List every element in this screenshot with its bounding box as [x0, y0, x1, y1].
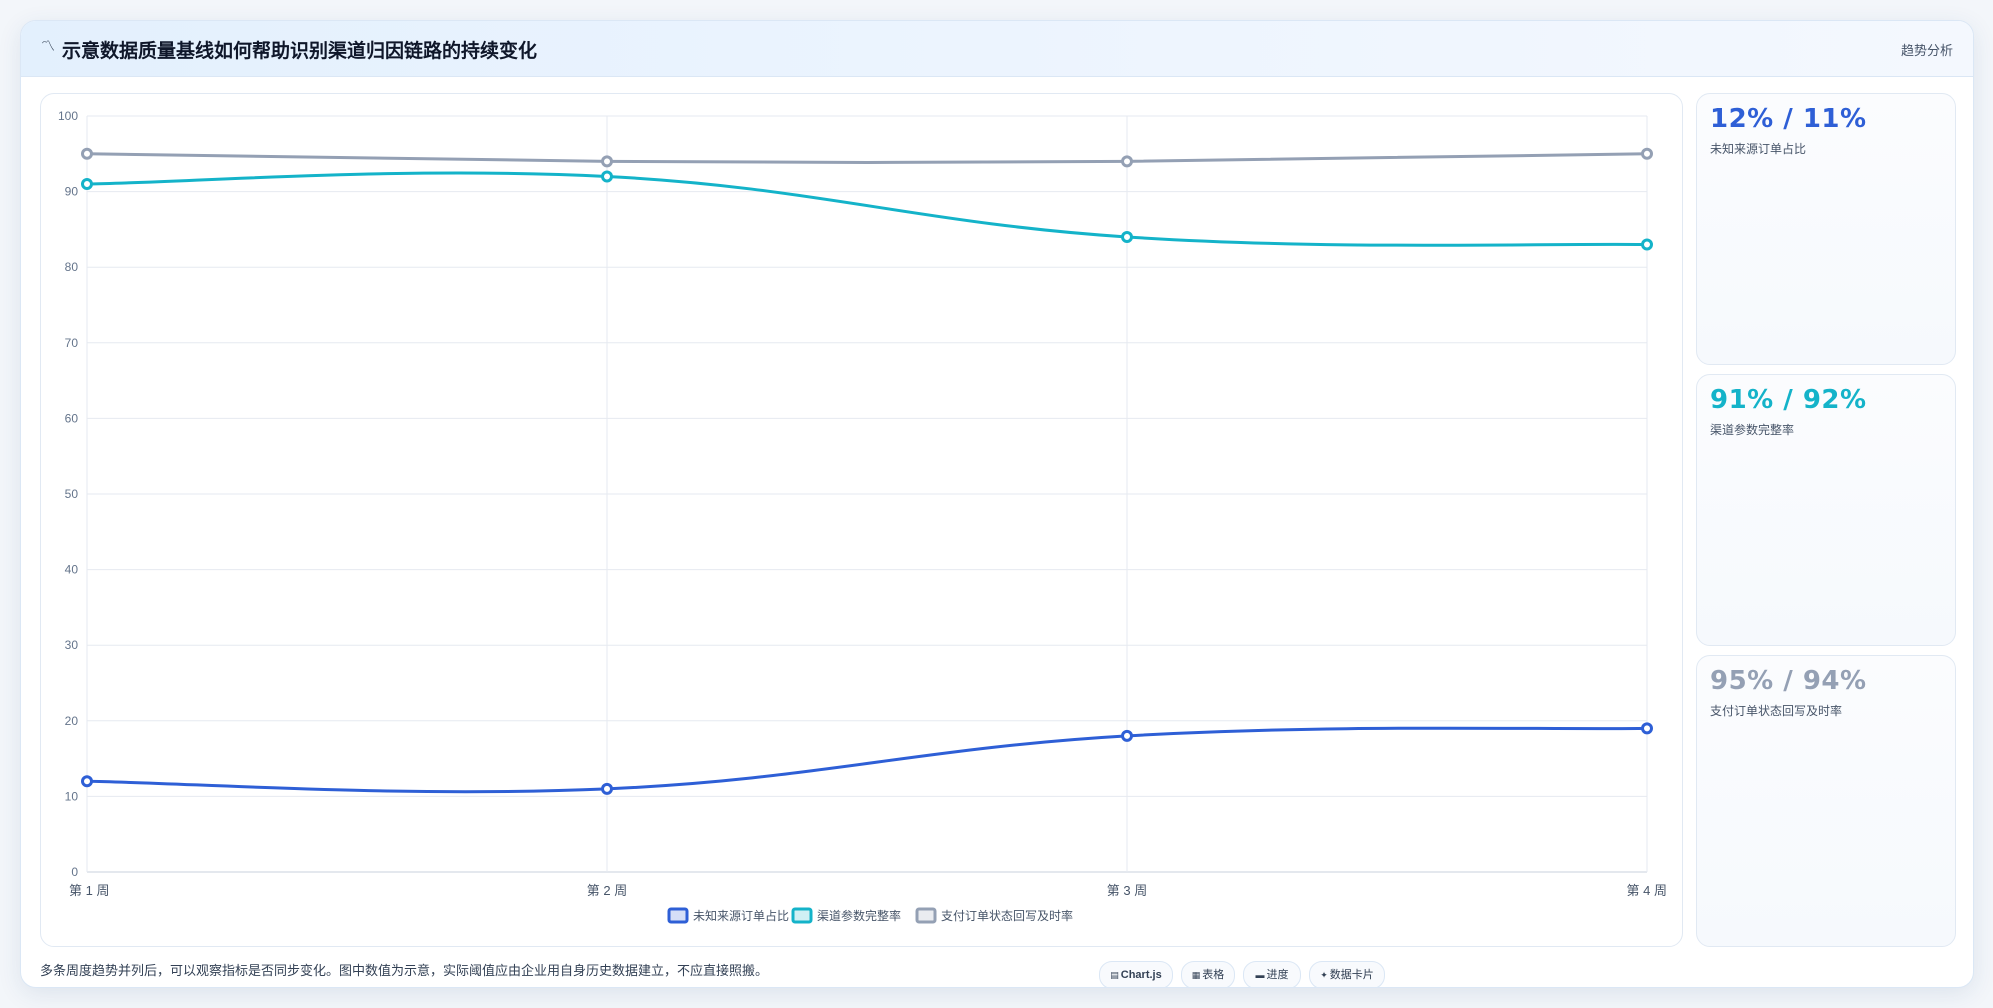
card-header: 〽 示意数据质量基线如何帮助识别渠道归因链路的持续变化 趋势分析 [21, 21, 1973, 77]
stat-value: 91% / 92% [1710, 385, 1867, 415]
data-point [601, 782, 613, 795]
y-tick-label: 20 [65, 714, 79, 728]
x-tick-label: 第 2 周 [587, 883, 627, 898]
legend-label: 支付订单状态回写及时率 [941, 908, 1073, 923]
y-tick-label: 0 [71, 865, 78, 879]
y-tick-label: 40 [65, 563, 79, 577]
chip-progress[interactable]: ▬ 进度 [1243, 961, 1301, 987]
stat-value: 95% / 94% [1710, 666, 1867, 696]
line-chart: 0 10 20 30 40 50 60 70 80 90 100 第 1 周 第 2 周 第 3 周 第 4… [58, 109, 1667, 924]
data-point [81, 775, 93, 788]
series-payment-writeback-line [86, 152, 1648, 164]
chip-data-card[interactable]: ✦ 数据卡片 [1309, 961, 1385, 987]
x-tick-label: 第 1 周 [69, 883, 109, 898]
stat-label: 未知来源订单占比 [1710, 142, 1807, 156]
data-point [1641, 238, 1653, 251]
y-tick-label: 60 [65, 411, 79, 425]
legend-swatch [791, 907, 813, 924]
x-tick-label: 第 4 周 [1627, 883, 1667, 898]
chart-icon: ▤ [1110, 970, 1119, 980]
stat-card-unknown-source: 12% / 11% 未知来源订单占比 [1696, 93, 1956, 365]
y-tick-label: 100 [58, 109, 78, 123]
chip-label: Chart.js [1120, 969, 1162, 981]
chip-chartjs[interactable]: ▤ Chart.js [1099, 961, 1173, 987]
data-point [1121, 729, 1133, 742]
y-tick-label: 30 [65, 638, 79, 652]
chip-label: 表格 [1202, 969, 1225, 981]
page-title: 示意数据质量基线如何帮助识别渠道归因链路的持续变化 [62, 41, 538, 62]
y-tick-label: 80 [65, 260, 79, 274]
trend-icon: 〽 [41, 38, 55, 54]
report-card: 〽 示意数据质量基线如何帮助识别渠道归因链路的持续变化 趋势分析 0 10 20 30… [20, 20, 1974, 988]
data-point [1121, 230, 1133, 243]
stat-label: 支付订单状态回写及时率 [1710, 704, 1843, 718]
category-tag: 趋势分析 [1900, 43, 1953, 58]
series-param-completeness-line [86, 171, 1648, 247]
y-tick-label: 10 [65, 789, 79, 803]
y-tick-label: 70 [65, 336, 79, 350]
table-icon: ▦ [1191, 970, 1201, 980]
stat-label: 渠道参数完整率 [1710, 423, 1795, 437]
data-point [81, 178, 93, 191]
chart-panel: 0 10 20 30 40 50 60 70 80 90 100 第 1 周 第 2 周 第 3 周 第 4… [40, 93, 1683, 947]
stat-card-param-completeness: 91% / 92% 渠道参数完整率 [1696, 374, 1956, 646]
y-tick-label: 90 [65, 185, 79, 199]
data-point [81, 147, 93, 160]
chip-label: 数据卡片 [1329, 969, 1374, 981]
stat-card-payment-writeback: 95% / 94% 支付订单状态回写及时率 [1696, 655, 1956, 947]
legend-swatch [915, 907, 937, 924]
data-point [1121, 155, 1133, 168]
legend-label: 渠道参数完整率 [817, 908, 901, 923]
footer-note: 多条周度趋势并列后，可以观察指标是否同步变化。图中数值为示意，实际阈值应由企业用… [40, 963, 769, 978]
series-unknown-source-line [86, 726, 1648, 794]
chip-label: 进度 [1266, 969, 1289, 981]
stat-value: 12% / 11% [1710, 104, 1867, 134]
x-tick-label: 第 3 周 [1107, 883, 1147, 898]
data-card-icon: ✦ [1320, 970, 1328, 980]
progress-icon: ▬ [1255, 970, 1265, 980]
legend-label: 未知来源订单占比 [693, 908, 789, 923]
data-point [1641, 722, 1653, 735]
chip-table[interactable]: ▦ 表格 [1181, 961, 1235, 987]
data-point [601, 170, 613, 183]
y-tick-label: 50 [65, 487, 79, 501]
legend-swatch [667, 907, 689, 924]
data-point [601, 155, 613, 168]
data-point [1641, 147, 1653, 160]
